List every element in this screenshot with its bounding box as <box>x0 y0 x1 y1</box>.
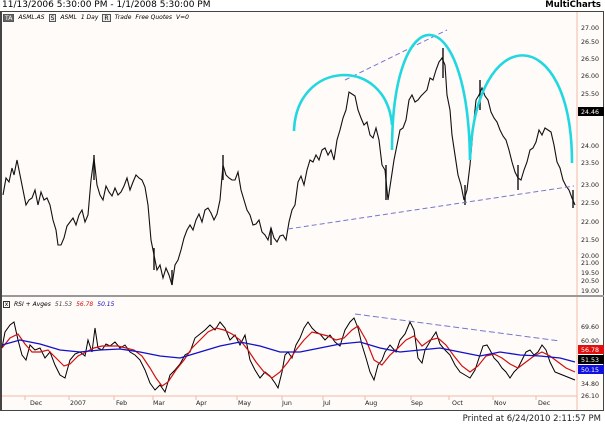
right-shoulder-arc <box>468 54 574 164</box>
svg-text:69.60: 69.60 <box>581 324 599 331</box>
time-axis: Dec 2007 Feb Mar Apr May Jun Jul Aug Sep… <box>24 396 551 407</box>
title-bar: 11/13/2006 5:30:00 PM - 1/1/2008 5:30:00… <box>0 0 605 11</box>
interval-label: 1 Day <box>80 14 99 21</box>
symbol-bar: TA ASML.AS S ASML 1 Day R Trade Free Quo… <box>3 13 189 22</box>
neckline-trendline[interactable] <box>287 185 575 230</box>
fast-avg-line <box>1 325 576 387</box>
date-range: 11/13/2006 5:30:00 PM - 1/1/2008 5:30:00… <box>2 0 211 10</box>
svg-text:Oct: Oct <box>452 400 463 407</box>
svg-text:21.00: 21.00 <box>581 260 599 267</box>
svg-text:26.50: 26.50 <box>581 56 599 63</box>
last-price-box <box>578 107 604 116</box>
svg-text:27.00: 27.00 <box>581 25 599 32</box>
svg-text:22.50: 22.50 <box>581 200 599 207</box>
price-axis-lower: 26.50 20.00 19.50 19.00 <box>581 39 599 295</box>
svg-text:23.50: 23.50 <box>581 160 599 167</box>
svg-text:26.00: 26.00 <box>581 73 599 80</box>
printed-timestamp: Printed at 6/24/2010 2:11:57 PM <box>462 414 601 424</box>
svg-text:Apr: Apr <box>196 400 207 407</box>
last-price-label: 24.46 <box>581 109 599 116</box>
svg-text:26.10: 26.10 <box>581 393 599 400</box>
slow-avg-axis-label: 50.15 <box>581 367 599 374</box>
svg-text:Mar: Mar <box>153 400 165 407</box>
rsi-axis: 69.60 60.90 34.80 26.10 <box>581 324 599 400</box>
symbol-select-button[interactable]: S <box>48 13 57 22</box>
upper-trendline[interactable] <box>344 29 448 81</box>
slow-avg-value-box <box>578 365 604 374</box>
svg-text:2007: 2007 <box>70 400 86 407</box>
left-shoulder-arc <box>292 73 394 132</box>
rsi-axis-label: 51.53 <box>581 357 599 364</box>
slow-avg-value: 50.15 <box>97 301 115 308</box>
svg-text:Dec: Dec <box>30 400 43 407</box>
fast-avg-value: 56.78 <box>76 301 94 308</box>
short-symbol-label: ASML <box>60 14 77 21</box>
svg-text:Aug: Aug <box>365 400 377 407</box>
head-arc <box>390 33 472 161</box>
slow-avg-line <box>1 339 576 363</box>
chart-frame <box>0 11 604 411</box>
svg-text:Feb: Feb <box>116 400 127 407</box>
fast-avg-axis-label: 56.78 <box>581 347 599 354</box>
svg-text:23.00: 23.00 <box>581 182 599 189</box>
svg-text:24.00: 24.00 <box>581 143 599 150</box>
rsi-title: RSI + Avges <box>14 301 51 308</box>
head-and-shoulders-arcs[interactable] <box>292 33 574 164</box>
price-axis: 27.00 26.50 26.00 25.50 25.00 24.00 23.5… <box>581 25 599 285</box>
svg-text:Sep: Sep <box>411 400 423 407</box>
close-icon[interactable]: x <box>3 301 10 308</box>
svg-text:Jul: Jul <box>322 400 331 407</box>
brand-label: MultiCharts <box>545 0 601 10</box>
svg-text:Jun: Jun <box>281 400 292 407</box>
price-bars <box>2 56 576 286</box>
svg-text:22.00: 22.00 <box>581 219 599 226</box>
resolution-button[interactable]: R <box>102 13 111 22</box>
source-label: Free Quotes <box>135 14 172 21</box>
svg-text:Dec: Dec <box>538 400 551 407</box>
rsi-value-box <box>578 355 604 364</box>
svg-text:19.50: 19.50 <box>581 270 599 277</box>
data-type-label: Trade <box>114 14 132 21</box>
symbol-label: ASML.AS <box>18 14 45 21</box>
rsi-line <box>1 317 576 394</box>
svg-text:May: May <box>238 400 251 407</box>
mode-button[interactable]: TA <box>3 13 15 22</box>
svg-text:20.50: 20.50 <box>581 278 599 285</box>
svg-text:60.90: 60.90 <box>581 338 599 345</box>
svg-text:20.00: 20.00 <box>581 253 599 260</box>
volume-label: V=0 <box>176 14 189 21</box>
fast-avg-value-box <box>578 345 604 354</box>
rsi-value: 51.53 <box>54 301 73 308</box>
rsi-divergence-trendline[interactable] <box>354 313 561 342</box>
rsi-panel-header: x RSI + Avges 51.53 56.78 50.15 <box>3 301 114 308</box>
svg-text:19.00: 19.00 <box>581 288 599 295</box>
svg-text:26.50: 26.50 <box>581 39 599 46</box>
svg-text:34.80: 34.80 <box>581 381 599 388</box>
price-bar-ticks <box>93 48 574 285</box>
svg-text:Nov: Nov <box>494 400 507 407</box>
svg-text:25.50: 25.50 <box>581 91 599 98</box>
svg-text:21.50: 21.50 <box>581 237 599 244</box>
